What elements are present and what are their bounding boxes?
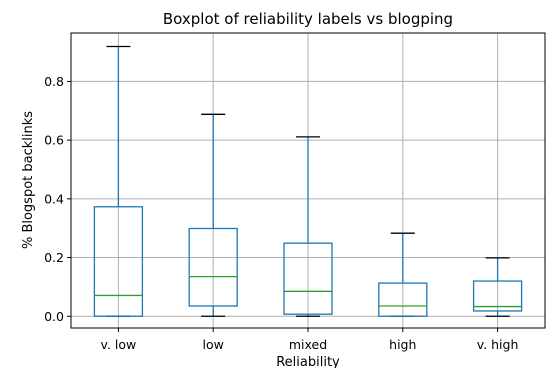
box-group xyxy=(188,113,238,317)
x-tick-label: high xyxy=(389,337,416,352)
box-layer xyxy=(93,45,523,317)
y-tick-label: 0.8 xyxy=(44,74,64,89)
x-tick-label: mixed xyxy=(289,337,327,352)
box-group xyxy=(283,136,333,317)
y-tick-label: 0.0 xyxy=(44,309,64,324)
y-axis-label: % Blogspot backlinks xyxy=(21,111,36,249)
chart-title: Boxplot of reliability labels vs blogpin… xyxy=(163,10,453,28)
box-group xyxy=(93,45,144,317)
x-tick-label: v. low xyxy=(101,337,137,352)
tick-layer: v. low low mixed high v. high 0.0 0.2 0.4 0.6 0.8 xyxy=(44,74,518,352)
iqr-box xyxy=(472,280,523,312)
iqr-box xyxy=(283,242,333,315)
box-group xyxy=(472,257,523,317)
x-tick-label: low xyxy=(203,337,224,352)
iqr-box xyxy=(378,282,428,317)
x-tick-label: v. high xyxy=(477,337,519,352)
y-tick-label: 0.6 xyxy=(44,133,64,148)
iqr-box xyxy=(188,227,238,307)
y-tick-label: 0.4 xyxy=(44,191,64,206)
box-group xyxy=(378,232,428,317)
y-tick-label: 0.2 xyxy=(44,250,64,265)
x-axis-label: Reliability xyxy=(276,355,340,368)
iqr-box xyxy=(93,206,144,317)
